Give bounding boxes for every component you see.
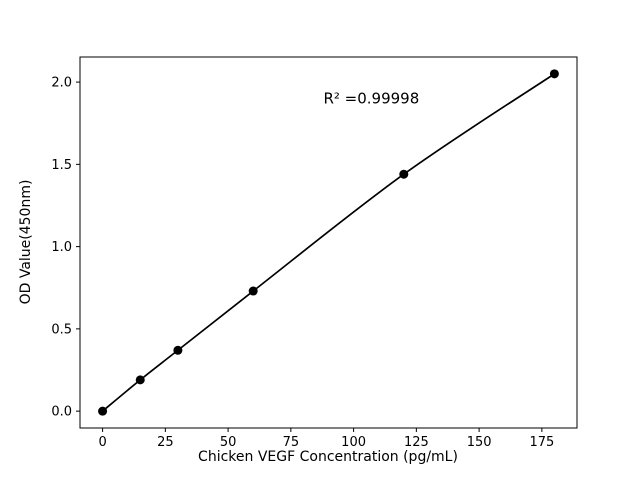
- data-point: [173, 345, 183, 355]
- y-tick-label: 1.5: [51, 158, 72, 173]
- x-tick-label: 125: [404, 435, 429, 450]
- x-tick-label: 50: [220, 435, 237, 450]
- x-axis-label: Chicken VEGF Concentration (pg/mL): [198, 449, 458, 465]
- data-point: [135, 375, 145, 385]
- y-tick-label: 0.0: [51, 405, 72, 420]
- x-tick-label: 175: [529, 435, 554, 450]
- x-tick-label: 75: [283, 435, 300, 450]
- x-tick-label: 0: [98, 435, 106, 450]
- data-point: [98, 406, 108, 416]
- y-tick-label: 1.0: [51, 240, 72, 255]
- x-tick-label: 150: [467, 435, 492, 450]
- plot-area: 0 25 50 75 100 125 150 175 0.0 0.5 1.0 1.5 2.0: [51, 56, 578, 450]
- y-tick-label: 2.0: [51, 76, 72, 91]
- data-point: [399, 169, 409, 179]
- x-tick-label: 25: [157, 435, 174, 450]
- r-squared-annotation: R² =0.99998: [323, 89, 419, 107]
- curve-line: [102, 73, 555, 412]
- y-axis-label: OD Value(450nm): [18, 180, 34, 305]
- y-tick-label: 0.5: [51, 322, 72, 337]
- x-tick-label: 100: [341, 435, 366, 450]
- data-point: [549, 69, 559, 79]
- data-point: [248, 286, 258, 296]
- plot-spines: [79, 56, 578, 429]
